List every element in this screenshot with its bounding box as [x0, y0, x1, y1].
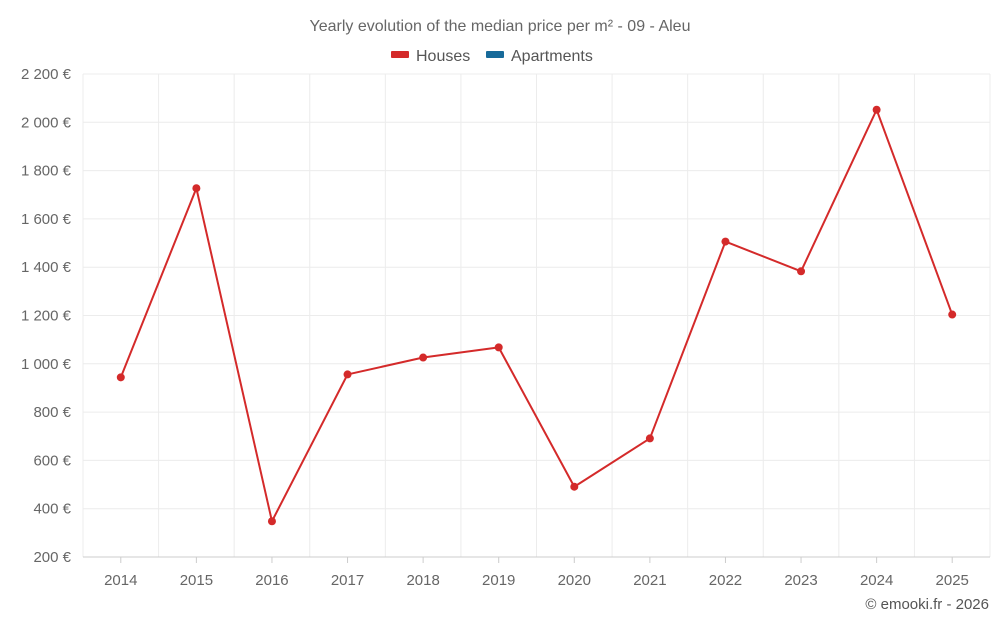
- y-tick-label: 200 €: [33, 549, 71, 566]
- axes: 200 € 400 € 600 € 800 € 1 000 € 1 200 € 1 400 …: [21, 66, 990, 589]
- x-tick-label: 2023: [784, 572, 817, 589]
- y-tick-label: 1 200 €: [21, 308, 72, 325]
- x-tick-label: 2021: [633, 572, 666, 589]
- legend-item-houses[interactable]: Houses: [391, 48, 470, 65]
- legend-swatch-houses: [391, 51, 409, 58]
- credit-text: © emooki.fr - 2026: [865, 596, 989, 613]
- data-point-houses[interactable]: [267, 517, 276, 526]
- y-tick-label: 600 €: [33, 452, 71, 469]
- data-point-houses[interactable]: [192, 184, 201, 193]
- y-tick-label: 2 200 €: [21, 66, 72, 83]
- y-tick-label: 400 €: [33, 501, 71, 518]
- legend-swatch-apartments: [486, 51, 504, 58]
- series-line-houses: [119, 108, 954, 523]
- data-point-houses[interactable]: [797, 267, 806, 276]
- y-tick-label: 1 600 €: [21, 211, 72, 228]
- x-tick-label: 2015: [180, 572, 213, 589]
- data-point-houses[interactable]: [343, 370, 352, 379]
- y-tick-label: 1 000 €: [21, 356, 72, 373]
- x-tick-label: 2019: [482, 572, 515, 589]
- x-tick-label: 2014: [104, 572, 137, 589]
- legend-label-houses: Houses: [416, 48, 470, 65]
- data-point-houses[interactable]: [116, 373, 125, 382]
- data-point-houses[interactable]: [948, 310, 957, 319]
- x-tick-label: 2022: [709, 572, 742, 589]
- data-point-houses[interactable]: [645, 434, 654, 443]
- y-tick-label: 800 €: [33, 404, 71, 421]
- x-tick-label: 2024: [860, 572, 893, 589]
- data-point-houses[interactable]: [419, 353, 428, 362]
- grid: [82, 73, 991, 558]
- x-tick-label: 2017: [331, 572, 364, 589]
- data-point-houses[interactable]: [872, 105, 881, 114]
- legend-label-apartments: Apartments: [511, 48, 593, 65]
- y-tick-label: 1 800 €: [21, 163, 72, 180]
- x-tick-label: 2020: [558, 572, 591, 589]
- data-point-houses[interactable]: [721, 237, 730, 246]
- chart-title: Yearly evolution of the median price per…: [310, 18, 691, 35]
- series-layer: [116, 105, 957, 526]
- x-tick-label: 2025: [936, 572, 969, 589]
- legend-item-apartments[interactable]: Apartments: [486, 48, 593, 65]
- x-tick-label: 2018: [406, 572, 439, 589]
- legend: Houses Apartments: [391, 48, 593, 65]
- data-point-houses[interactable]: [570, 482, 579, 491]
- x-tick-label: 2016: [255, 572, 288, 589]
- data-point-houses[interactable]: [494, 343, 503, 352]
- y-tick-label: 1 400 €: [21, 259, 72, 276]
- y-tick-label: 2 000 €: [21, 114, 72, 131]
